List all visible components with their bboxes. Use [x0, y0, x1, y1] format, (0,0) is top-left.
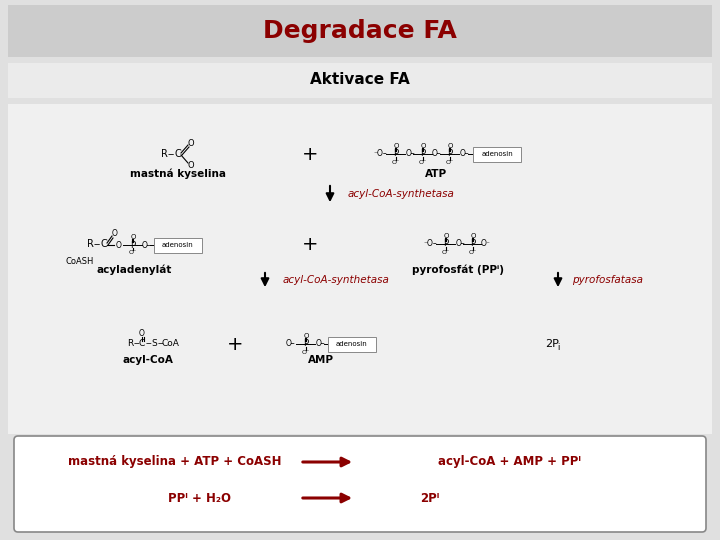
- Text: O⁻: O⁻: [446, 160, 454, 165]
- Text: adenosin: adenosin: [481, 151, 513, 157]
- Text: mastná kyselina + ATP + CoASH: mastná kyselina + ATP + CoASH: [68, 456, 282, 469]
- Text: +: +: [302, 234, 318, 253]
- Text: ATP: ATP: [425, 169, 447, 179]
- Text: ‒: ‒: [133, 340, 139, 348]
- Text: O–: O–: [455, 240, 465, 248]
- Text: pyrofosfatasa: pyrofosfatasa: [572, 275, 643, 285]
- Text: pyrofosfát (PPⁱ): pyrofosfát (PPⁱ): [412, 265, 504, 275]
- Text: ‒: ‒: [94, 239, 100, 249]
- Text: +: +: [227, 334, 243, 354]
- Text: PPᴵ + H₂O: PPᴵ + H₂O: [168, 491, 232, 504]
- Text: O: O: [188, 160, 194, 170]
- Text: P: P: [130, 240, 135, 249]
- Text: C: C: [101, 239, 107, 249]
- Text: ⁻O–: ⁻O–: [423, 240, 437, 248]
- Text: CoASH: CoASH: [66, 258, 94, 267]
- Text: O–: O–: [285, 340, 295, 348]
- Text: C: C: [139, 340, 145, 348]
- Text: acyl-CoA-synthetasa: acyl-CoA-synthetasa: [348, 189, 455, 199]
- FancyBboxPatch shape: [8, 63, 712, 98]
- Text: O: O: [188, 138, 194, 147]
- Text: O–: O–: [459, 150, 469, 159]
- Text: 2P: 2P: [545, 339, 559, 349]
- Text: O: O: [447, 143, 453, 149]
- Text: acyl-CoA + AMP + PPᴵ: acyl-CoA + AMP + PPᴵ: [438, 456, 582, 469]
- FancyBboxPatch shape: [473, 146, 521, 161]
- Text: ⁻O–: ⁻O–: [373, 150, 387, 159]
- Text: Degradace FA: Degradace FA: [263, 19, 457, 43]
- Text: acyl-CoA: acyl-CoA: [122, 355, 174, 365]
- Text: O: O: [139, 329, 145, 339]
- Text: adenosin: adenosin: [336, 341, 368, 347]
- Text: acyladenylát: acyladenylát: [96, 265, 171, 275]
- Text: O⁻: O⁻: [419, 160, 427, 165]
- Text: O⁻: O⁻: [302, 350, 310, 355]
- FancyBboxPatch shape: [14, 436, 706, 532]
- Text: O–: O–: [141, 240, 151, 249]
- Text: O⁻: O⁻: [481, 240, 491, 248]
- FancyBboxPatch shape: [154, 238, 202, 253]
- Text: O–: O–: [315, 340, 325, 348]
- Text: P: P: [470, 240, 476, 248]
- Text: ‒: ‒: [157, 340, 163, 348]
- FancyBboxPatch shape: [8, 5, 712, 57]
- Text: O: O: [393, 143, 399, 149]
- Text: O⁻: O⁻: [392, 160, 400, 165]
- Text: adenosin: adenosin: [162, 242, 194, 248]
- Text: CoA: CoA: [161, 340, 179, 348]
- Text: R: R: [161, 149, 168, 159]
- Text: O: O: [303, 333, 309, 339]
- Text: O: O: [420, 143, 426, 149]
- Text: acyl-CoA-synthetasa: acyl-CoA-synthetasa: [283, 275, 390, 285]
- Text: +: +: [302, 145, 318, 164]
- Text: P: P: [393, 150, 399, 159]
- Text: P: P: [444, 240, 449, 248]
- Text: P: P: [303, 340, 309, 348]
- Text: O: O: [116, 240, 122, 249]
- Text: R: R: [86, 239, 94, 249]
- Text: O: O: [112, 230, 118, 239]
- Text: O⁻: O⁻: [469, 250, 477, 255]
- Text: ‒: ‒: [168, 149, 174, 159]
- FancyBboxPatch shape: [8, 104, 712, 434]
- Text: S: S: [151, 340, 157, 348]
- Text: ‒: ‒: [145, 340, 151, 348]
- Text: O: O: [130, 234, 135, 240]
- FancyBboxPatch shape: [328, 336, 376, 352]
- Text: O⁻: O⁻: [442, 250, 450, 255]
- Text: O: O: [444, 233, 449, 239]
- Text: R: R: [127, 340, 133, 348]
- Text: i: i: [557, 343, 559, 353]
- Text: AMP: AMP: [308, 355, 334, 365]
- Text: mastná kyselina: mastná kyselina: [130, 168, 226, 179]
- Text: O–: O–: [432, 150, 442, 159]
- Text: C: C: [175, 149, 181, 159]
- Text: O⁻: O⁻: [129, 251, 137, 255]
- Text: 2Pᴵ: 2Pᴵ: [420, 491, 440, 504]
- Text: O: O: [470, 233, 476, 239]
- Text: Aktivace FA: Aktivace FA: [310, 72, 410, 87]
- Text: P: P: [447, 150, 453, 159]
- Text: O–: O–: [405, 150, 415, 159]
- Text: P: P: [420, 150, 426, 159]
